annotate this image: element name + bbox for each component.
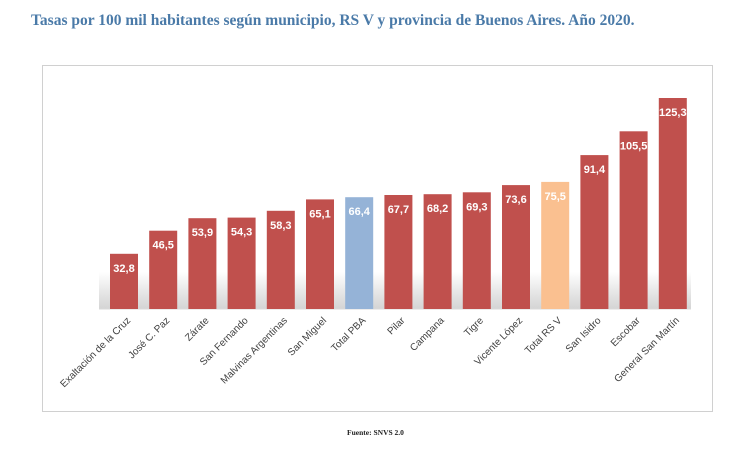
value-label: 75,5 (544, 191, 565, 203)
value-label: 32,8 (113, 263, 134, 275)
category-label: Tigre (462, 315, 486, 339)
bar-zarate (188, 218, 217, 309)
bar-vicente-lopez (502, 185, 530, 309)
value-label: 125,3 (659, 107, 687, 119)
category-label: Zárate (183, 315, 212, 344)
value-label: 46,5 (152, 240, 173, 252)
bar-total-rs-v (541, 181, 570, 309)
bar-total-pba (345, 197, 374, 309)
bar-san-isidro (580, 155, 609, 309)
value-labels-group: 32,8 46,5 53,9 54,3 58,3 65,1 66,4 67,7 68,2 69,3… (113, 107, 686, 275)
bar-general-san-martin (658, 98, 687, 309)
bar-escobar (619, 131, 648, 309)
bar-san-fernando (227, 217, 256, 309)
bar-pilar (384, 195, 413, 309)
category-label: Campana (408, 315, 447, 354)
bar-campana (423, 194, 452, 309)
bar-tigre (462, 192, 491, 309)
value-label: 69,3 (466, 201, 487, 213)
bar-jose-c-paz (149, 230, 178, 309)
value-label: 54,3 (231, 227, 252, 239)
category-label: Escobar (609, 315, 643, 349)
category-label: Pilar (386, 315, 408, 337)
category-label: San Miguel (286, 315, 329, 358)
bar-exaltacion-de-la-cruz (110, 253, 138, 309)
category-label: Malvinas Argentinas (219, 315, 290, 386)
value-label: 65,1 (309, 208, 330, 220)
value-label: 91,4 (584, 164, 606, 176)
category-label: Total PBA (329, 315, 368, 354)
category-label: San Isidro (564, 315, 604, 355)
bars-group (110, 98, 687, 309)
category-label: General San Martín (612, 315, 681, 384)
category-label: Total RS V (523, 315, 564, 356)
value-label: 73,6 (505, 194, 526, 206)
value-label: 58,3 (270, 220, 291, 232)
source-note: Fuente: SNVS 2.0 (347, 428, 404, 437)
bar-malvinas-argentinas (266, 210, 295, 309)
chart-title: Tasas por 100 mil habitantes según munic… (31, 12, 635, 29)
category-label: José C. Paz (126, 315, 172, 361)
value-label: 105,5 (620, 140, 648, 152)
value-label: 53,9 (192, 227, 213, 239)
value-label: 66,4 (348, 206, 370, 218)
bar-san-miguel (306, 199, 334, 309)
value-label: 67,7 (388, 204, 409, 216)
value-label: 68,2 (427, 203, 448, 215)
category-label: Exaltación de la Cruz (59, 315, 134, 390)
chart-frame: 32,8 46,5 53,9 54,3 58,3 65,1 66,4 67,7 68,2 69,3… (42, 65, 713, 412)
bar-chart: 32,8 46,5 53,9 54,3 58,3 65,1 66,4 67,7 68,2 69,3… (59, 98, 691, 390)
